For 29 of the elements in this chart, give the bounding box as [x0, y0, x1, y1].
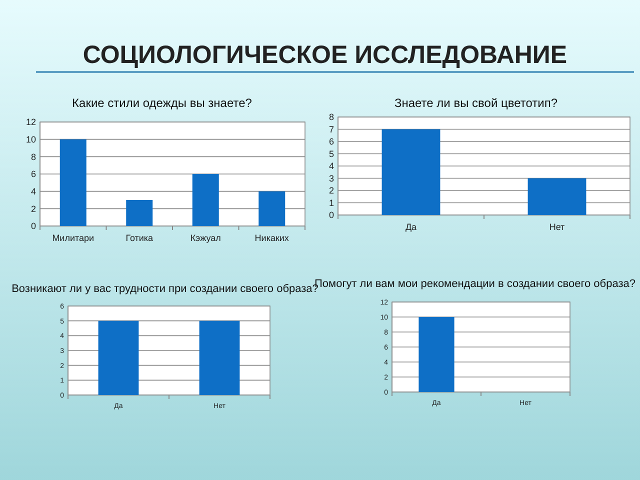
y-tick-label: 8: [30, 152, 36, 162]
y-tick-label: 0: [328, 210, 334, 220]
y-tick-label: 2: [30, 204, 36, 214]
bar: [126, 200, 153, 226]
y-tick-label: 0: [30, 221, 36, 232]
y-tick-label: 5: [328, 148, 334, 159]
y-tick-label: 6: [328, 136, 334, 147]
x-tick-label: Милитари: [52, 233, 94, 243]
bar: [60, 139, 86, 226]
y-tick-label: 2: [328, 186, 334, 196]
chart-title: Знаете ли вы свой цветотип?: [394, 96, 558, 110]
text: СОЦИОЛОГИЧЕСКОЕ ИССЛЕДОВАНИЕ: [82, 41, 568, 69]
chart-title: Какие стили одежды вы знаете?: [72, 96, 252, 110]
x-tick-label: Кэжуал: [190, 233, 221, 243]
y-tick-label: 7: [328, 124, 334, 134]
x-tick-label: Готика: [126, 233, 154, 243]
y-tick-label: 8: [328, 112, 334, 122]
x-tick-label: Никаких: [254, 233, 290, 243]
y-tick-label: 1: [328, 198, 334, 208]
x-tick-label: Нет: [549, 222, 565, 232]
bar: [258, 191, 286, 226]
y-tick-label: 4: [30, 186, 36, 196]
y-tick-label: 10: [26, 134, 36, 144]
y-tick-label: 3: [328, 173, 334, 184]
y-tick-label: 12: [26, 117, 36, 128]
x-tick-label: Да: [405, 222, 417, 232]
bar: [192, 174, 219, 226]
y-tick-label: 6: [30, 169, 36, 180]
y-tick-label: 4: [328, 161, 334, 172]
